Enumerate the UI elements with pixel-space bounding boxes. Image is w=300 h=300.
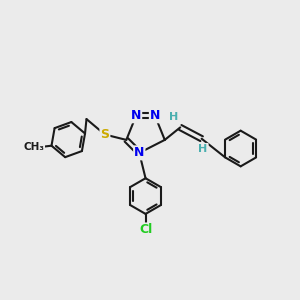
Text: S: S [100,128,109,141]
Text: H: H [199,144,208,154]
Text: N: N [150,109,160,122]
Text: CH₃: CH₃ [23,142,44,152]
Text: H: H [169,112,178,122]
Text: N: N [134,146,145,159]
Text: Cl: Cl [139,224,152,236]
Text: N: N [131,109,141,122]
